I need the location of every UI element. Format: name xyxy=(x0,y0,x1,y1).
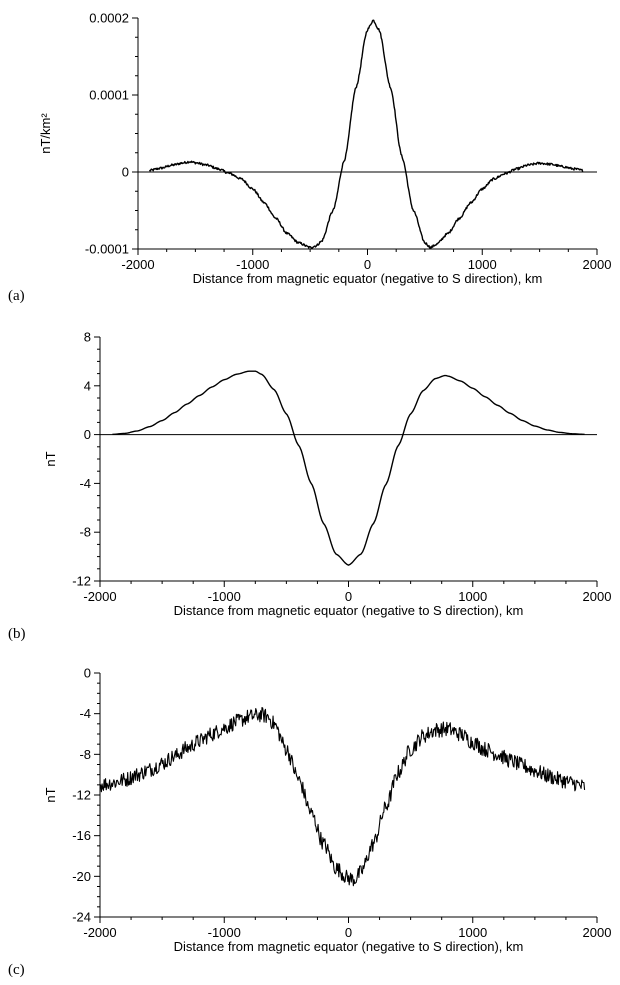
data-series-line xyxy=(99,707,586,887)
x-tick-label: -2000 xyxy=(121,257,154,272)
y-tick-label: -12 xyxy=(72,574,91,589)
y-tick-label: 8 xyxy=(84,330,91,345)
x-axis-label: Distance from magnetic equator (negative… xyxy=(174,939,524,954)
y-tick-label: 0 xyxy=(84,427,91,442)
y-tick-label: 0 xyxy=(122,165,129,180)
data-series-line xyxy=(112,370,585,566)
x-tick-label: -2000 xyxy=(83,925,116,940)
x-tick-label: 1000 xyxy=(468,257,497,272)
x-tick-label: 0 xyxy=(364,257,371,272)
x-tick-label: 2000 xyxy=(583,257,612,272)
x-tick-label: 1000 xyxy=(458,925,487,940)
y-tick-label: 0 xyxy=(84,666,91,681)
y-tick-label: -24 xyxy=(72,910,91,925)
y-tick-label: -20 xyxy=(72,869,91,884)
data-series-line xyxy=(148,19,584,250)
x-tick-label: 0 xyxy=(345,589,352,604)
y-tick-label: -8 xyxy=(79,747,91,762)
y-tick-label: -16 xyxy=(72,828,91,843)
y-tick-label: -4 xyxy=(79,476,91,491)
x-tick-label: -1000 xyxy=(208,589,241,604)
panel-label: (a) xyxy=(8,288,25,304)
y-axis-label: nT/km² xyxy=(38,113,53,154)
x-tick-label: -1000 xyxy=(236,257,269,272)
y-tick-label: -4 xyxy=(79,706,91,721)
y-tick-label: -8 xyxy=(79,525,91,540)
y-tick-label: -12 xyxy=(72,788,91,803)
y-axis-label: nT xyxy=(43,451,58,466)
x-tick-label: 2000 xyxy=(583,589,612,604)
y-tick-label: 0.0002 xyxy=(89,11,129,26)
x-axis-label: Distance from magnetic equator (negative… xyxy=(193,271,543,286)
panel-label: (c) xyxy=(8,962,25,978)
x-tick-label: 0 xyxy=(345,925,352,940)
y-axis-label: nT xyxy=(43,787,58,802)
y-tick-label: 4 xyxy=(84,378,91,393)
x-tick-label: 2000 xyxy=(583,925,612,940)
x-axis-label: Distance from magnetic equator (negative… xyxy=(174,603,524,618)
x-tick-label: -1000 xyxy=(208,925,241,940)
x-tick-label: 1000 xyxy=(458,589,487,604)
panel-label: (b) xyxy=(8,626,26,642)
y-tick-label: -0.0001 xyxy=(85,242,129,257)
x-tick-label: -2000 xyxy=(83,589,116,604)
y-tick-label: 0.0001 xyxy=(89,88,129,103)
